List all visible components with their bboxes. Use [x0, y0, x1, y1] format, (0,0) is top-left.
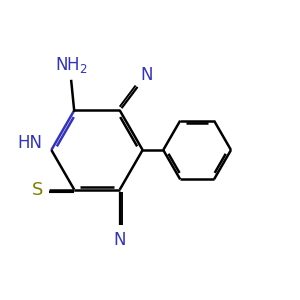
Text: HN: HN — [17, 134, 43, 152]
Text: S: S — [32, 181, 43, 199]
Text: NH$_2$: NH$_2$ — [55, 55, 88, 75]
Text: N: N — [140, 66, 153, 84]
Text: N: N — [114, 231, 126, 249]
